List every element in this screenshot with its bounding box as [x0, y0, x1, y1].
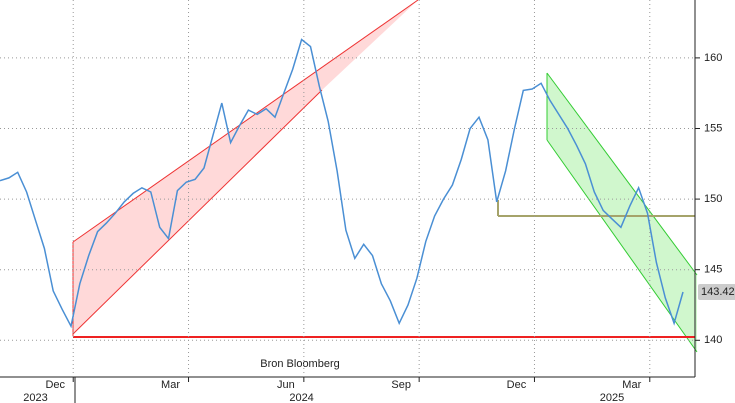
y-tick-label: 145: [704, 264, 722, 276]
falling-channel: [547, 73, 697, 352]
year-label: 2025: [600, 392, 624, 403]
price-line: [0, 38, 684, 329]
y-tick-label: 150: [704, 193, 722, 205]
annotation: Bron Bloomberg: [260, 358, 340, 370]
y-tick-label: 155: [704, 122, 722, 134]
channel-upper: [546, 72, 698, 276]
channel-lower: [72, 89, 323, 335]
x-tick-label: Dec: [45, 379, 65, 391]
last-value-box: [698, 283, 735, 300]
x-tick-label: Mar: [622, 379, 641, 391]
x-tick-label: Jun: [277, 379, 295, 391]
x-tick-label: Dec: [507, 379, 527, 391]
year-label: 2023: [23, 392, 47, 403]
year-label: 2024: [289, 392, 313, 403]
x-tick-label: Sep: [391, 379, 411, 391]
y-tick-label: 160: [704, 52, 722, 64]
y-tick-label: 140: [704, 334, 722, 346]
channel-upper: [72, 0, 419, 243]
x-tick-label: Mar: [161, 379, 180, 391]
last-value-label: 143.42: [701, 286, 735, 298]
